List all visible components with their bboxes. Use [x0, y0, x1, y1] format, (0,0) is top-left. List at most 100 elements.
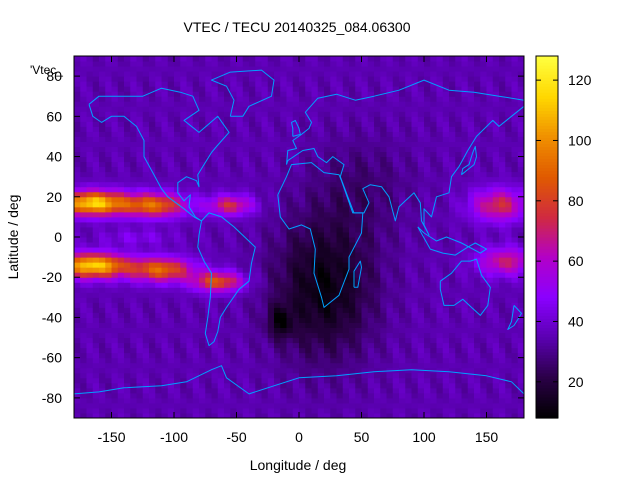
- heatmap-cell: [117, 367, 125, 374]
- heatmap-cell: [111, 282, 119, 288]
- heatmap-cell: [117, 392, 125, 399]
- heatmap-cell: [455, 282, 462, 288]
- heatmap-cell: [467, 312, 475, 318]
- heatmap-cell: [124, 166, 131, 173]
- heatmap-cell: [299, 151, 306, 158]
- heatmap-cell: [186, 96, 194, 102]
- heatmap-cell: [199, 352, 206, 359]
- heatmap-cell: [149, 282, 156, 288]
- heatmap-cell: [161, 201, 169, 208]
- heatmap-cell: [511, 367, 519, 374]
- heatmap-cell: [242, 76, 250, 82]
- heatmap-cell: [499, 322, 506, 328]
- heatmap-cell: [149, 262, 156, 268]
- heatmap-cell: [436, 86, 444, 92]
- heatmap-cell: [374, 216, 381, 223]
- heatmap-cell: [492, 216, 500, 223]
- heatmap-cell: [336, 332, 344, 339]
- heatmap-cell: [386, 151, 394, 158]
- heatmap-cell: [186, 252, 194, 258]
- heatmap-cell: [305, 362, 312, 369]
- heatmap-cell: [430, 392, 437, 399]
- heatmap-cell: [380, 76, 387, 82]
- heatmap-cell: [361, 277, 369, 283]
- heatmap-cell: [499, 76, 506, 82]
- heatmap-cell: [274, 81, 281, 87]
- heatmap-cell: [486, 247, 494, 253]
- heatmap-cell: [461, 272, 469, 278]
- heatmap-cell: [180, 392, 187, 399]
- heatmap-cell: [249, 161, 256, 168]
- heatmap-cell: [236, 337, 244, 344]
- heatmap-cell: [130, 397, 137, 404]
- heatmap-cell: [486, 367, 494, 374]
- heatmap-cell: [349, 342, 356, 349]
- heatmap-cell: [261, 76, 269, 82]
- heatmap-cell: [492, 357, 500, 364]
- heatmap-cell: [236, 156, 244, 163]
- heatmap-cell: [411, 86, 419, 92]
- heatmap-cell: [80, 372, 87, 379]
- heatmap-cell: [424, 307, 431, 313]
- heatmap-cell: [230, 282, 237, 288]
- heatmap-cell: [161, 96, 169, 102]
- heatmap-cell: [186, 262, 194, 268]
- heatmap-cell: [86, 247, 94, 253]
- heatmap-cell: [205, 126, 212, 132]
- heatmap-cell: [280, 372, 287, 379]
- heatmap-cell: [86, 221, 94, 228]
- heatmap-cell: [155, 161, 162, 168]
- heatmap-cell: [430, 166, 437, 173]
- heatmap-cell: [261, 387, 269, 394]
- heatmap-cell: [449, 272, 456, 278]
- heatmap-cell: [149, 252, 156, 258]
- heatmap-cell: [267, 191, 275, 198]
- heatmap-cell: [99, 372, 106, 379]
- heatmap-cell: [405, 231, 412, 238]
- heatmap-cell: [430, 146, 437, 153]
- heatmap-cell: [92, 136, 100, 142]
- heatmap-cell: [367, 357, 375, 364]
- heatmap-cell: [149, 196, 156, 203]
- heatmap-cell: [392, 96, 400, 102]
- heatmap-cell: [392, 402, 400, 409]
- heatmap-cell: [411, 267, 419, 273]
- heatmap-cell: [142, 292, 150, 298]
- heatmap-cell: [324, 131, 331, 137]
- heatmap-cell: [430, 196, 437, 203]
- heatmap-cell: [405, 156, 412, 163]
- heatmap-cell: [405, 252, 412, 258]
- heatmap-cell: [186, 352, 194, 359]
- heatmap-cell: [217, 277, 225, 283]
- heatmap-cell: [342, 156, 350, 163]
- heatmap-cell: [111, 226, 119, 233]
- heatmap-cell: [486, 282, 494, 288]
- heatmap-cell: [392, 191, 400, 198]
- heatmap-cell: [74, 191, 81, 198]
- heatmap-cell: [74, 247, 81, 253]
- heatmap-cell: [242, 257, 250, 263]
- heatmap-cell: [342, 352, 350, 359]
- heatmap-cell: [236, 126, 244, 132]
- heatmap-cell: [86, 372, 94, 379]
- heatmap-cell: [217, 402, 225, 409]
- heatmap-cell: [86, 146, 94, 153]
- heatmap-cell: [311, 171, 319, 178]
- heatmap-cell: [442, 136, 450, 142]
- heatmap-cell: [249, 337, 256, 344]
- heatmap-cell: [505, 297, 512, 303]
- heatmap-cell: [292, 342, 300, 349]
- heatmap-cell: [130, 211, 137, 218]
- heatmap-cell: [455, 121, 462, 127]
- heatmap-cell: [80, 252, 87, 258]
- heatmap-cell: [311, 111, 319, 117]
- heatmap-cell: [261, 312, 269, 318]
- heatmap-cell: [461, 201, 469, 208]
- heatmap-cell: [186, 221, 194, 228]
- heatmap-cell: [136, 282, 144, 288]
- heatmap-cell: [155, 131, 162, 137]
- heatmap-cell: [230, 181, 237, 188]
- heatmap-cell: [349, 302, 356, 308]
- heatmap-cell: [161, 402, 169, 409]
- heatmap-cell: [455, 272, 462, 278]
